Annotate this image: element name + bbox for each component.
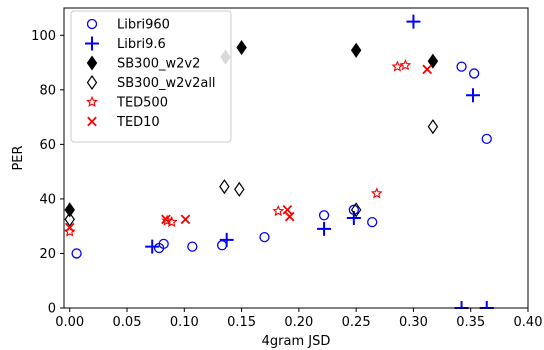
legend-label: SB300_w2v2: [117, 57, 200, 72]
x-tick-label: 0.20: [284, 315, 313, 330]
data-point: [259, 231, 270, 243]
data-point: [318, 210, 330, 221]
data-point: [272, 204, 285, 217]
x-axis-label: 4gram JSD: [262, 334, 331, 349]
data-point: [406, 14, 421, 29]
legend: Libri960 Libri9.6 SB300_w2v2 SB300_w2v2all T…: [70, 10, 232, 143]
data-point: [370, 187, 383, 199]
data-point: [350, 42, 362, 58]
data-point: [391, 60, 404, 72]
y-tick-label: 60: [39, 138, 56, 153]
legend-item: SB300_w2v2: [86, 55, 200, 72]
chart-marks: [64, 14, 494, 309]
x-tick-label: 0.00: [55, 315, 84, 330]
y-tick-label: 20: [39, 247, 56, 262]
x-tick-label: 0.25: [342, 315, 371, 330]
data-point: [161, 214, 171, 225]
data-point: [350, 202, 362, 218]
data-point: [236, 39, 247, 56]
legend-label: Libri960: [117, 18, 170, 33]
data-point: [216, 240, 228, 251]
data-point: [71, 248, 82, 259]
data-point: [427, 53, 439, 69]
data-point: [466, 88, 481, 103]
x-tick-label: 0.05: [113, 315, 142, 330]
legend-item: TED500: [86, 95, 168, 111]
series-libri960: [71, 61, 492, 259]
legend-label: TED500: [116, 96, 168, 111]
legend-marker: [87, 116, 97, 127]
data-point: [145, 239, 160, 254]
data-point: [219, 179, 230, 195]
data-point: [219, 232, 234, 247]
data-point: [282, 204, 293, 215]
data-point: [469, 68, 480, 79]
y-tick-label: 100: [31, 29, 56, 44]
y-axis-ticks: 0 20 40 60 80 100: [31, 29, 64, 317]
data-point: [284, 211, 295, 222]
data-point: [399, 59, 412, 71]
series-ted10: [64, 64, 433, 233]
legend-marker: [85, 36, 99, 51]
x-tick-label: 0.30: [399, 315, 428, 330]
series-sb300-w2v2all: [64, 119, 439, 227]
legend-item: TED10: [87, 115, 160, 130]
x-tick-label: 0.15: [227, 315, 256, 330]
legend-marker: [86, 74, 98, 91]
data-point: [64, 202, 75, 218]
x-tick-label: 0.40: [514, 315, 543, 330]
legend-marker: [86, 95, 98, 108]
data-point: [158, 238, 169, 250]
legend-item: Libri960: [86, 18, 170, 33]
legend-item: Libri9.6: [85, 36, 166, 52]
legend-label: Libri9.6: [117, 37, 166, 52]
y-tick-label: 0: [48, 302, 56, 317]
y-tick-label: 40: [39, 192, 56, 207]
data-point: [180, 214, 191, 225]
x-tick-label: 0.35: [456, 315, 485, 330]
x-tick-label: 0.10: [170, 315, 199, 330]
legend-marker: [86, 18, 98, 30]
data-point: [367, 216, 378, 228]
legend-label: SB300_w2v2all: [117, 76, 216, 91]
data-point: [64, 222, 75, 233]
data-point: [187, 241, 198, 252]
y-tick-label: 80: [39, 83, 56, 98]
y-axis-label: PER: [11, 145, 26, 170]
legend-box: [70, 10, 232, 143]
x-axis-ticks: 0.00 0.05 0.10 0.15 0.20 0.25 0.30 0.35 0.40: [55, 308, 542, 330]
axes-frame: [63, 7, 529, 309]
legend-marker: [86, 55, 98, 71]
legend-label: TED10: [116, 115, 160, 130]
legend-item: SB300_w2v2all: [86, 74, 216, 91]
data-point: [456, 61, 467, 72]
data-point: [481, 133, 492, 145]
data-point: [422, 64, 433, 75]
data-point: [317, 221, 332, 236]
data-point: [427, 119, 439, 135]
data-point: [234, 181, 245, 197]
